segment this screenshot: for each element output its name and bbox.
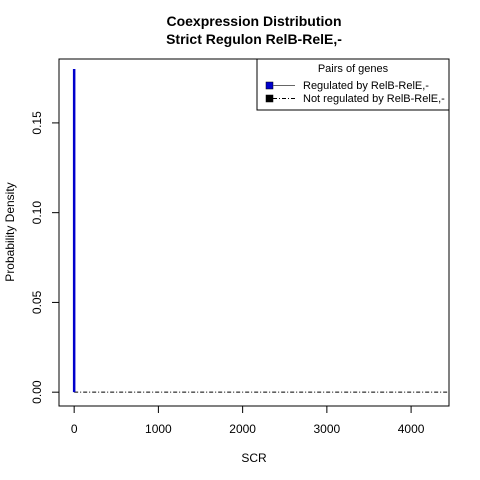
legend-title: Pairs of genes	[318, 63, 389, 75]
y-tick-label: 0.05	[30, 290, 44, 314]
legend: Pairs of genes Regulated by RelB-RelE,- …	[256, 58, 450, 111]
y-tick-label: 0.15	[30, 111, 44, 135]
x-axis-label: SCR	[241, 451, 267, 465]
chart-subtitle: Strict Regulon RelB-RelE,-	[166, 31, 342, 47]
y-axis-label: Probability Density	[3, 182, 17, 281]
y-tick-label: 0.00	[30, 380, 44, 404]
y-axis: 0.00 0.05 0.10 0.15	[30, 111, 59, 404]
legend-swatch-regulated	[265, 81, 274, 90]
legend-swatch-not-regulated	[265, 94, 274, 103]
legend-box	[256, 58, 450, 111]
legend-entry-not-regulated: Not regulated by RelB-RelE,-	[303, 93, 445, 105]
x-tick-label: 2000	[229, 422, 256, 436]
series-layer	[72, 69, 449, 393]
x-tick-label: 3000	[314, 422, 341, 436]
y-tick-label: 0.10	[30, 201, 44, 225]
x-tick-label: 0	[71, 422, 78, 436]
x-axis: 0 1000 2000 3000 4000	[71, 406, 425, 436]
plot-frame	[58, 58, 450, 407]
x-tick-label: 4000	[398, 422, 425, 436]
x-tick-label: 1000	[145, 422, 172, 436]
legend-entry-regulated: Regulated by RelB-RelE,-	[303, 80, 429, 92]
chart-title: Coexpression Distribution	[166, 13, 341, 29]
